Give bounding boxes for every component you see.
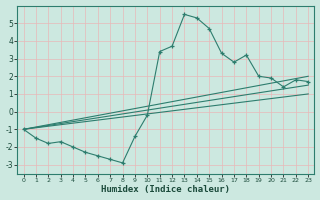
X-axis label: Humidex (Indice chaleur): Humidex (Indice chaleur) xyxy=(101,185,230,194)
